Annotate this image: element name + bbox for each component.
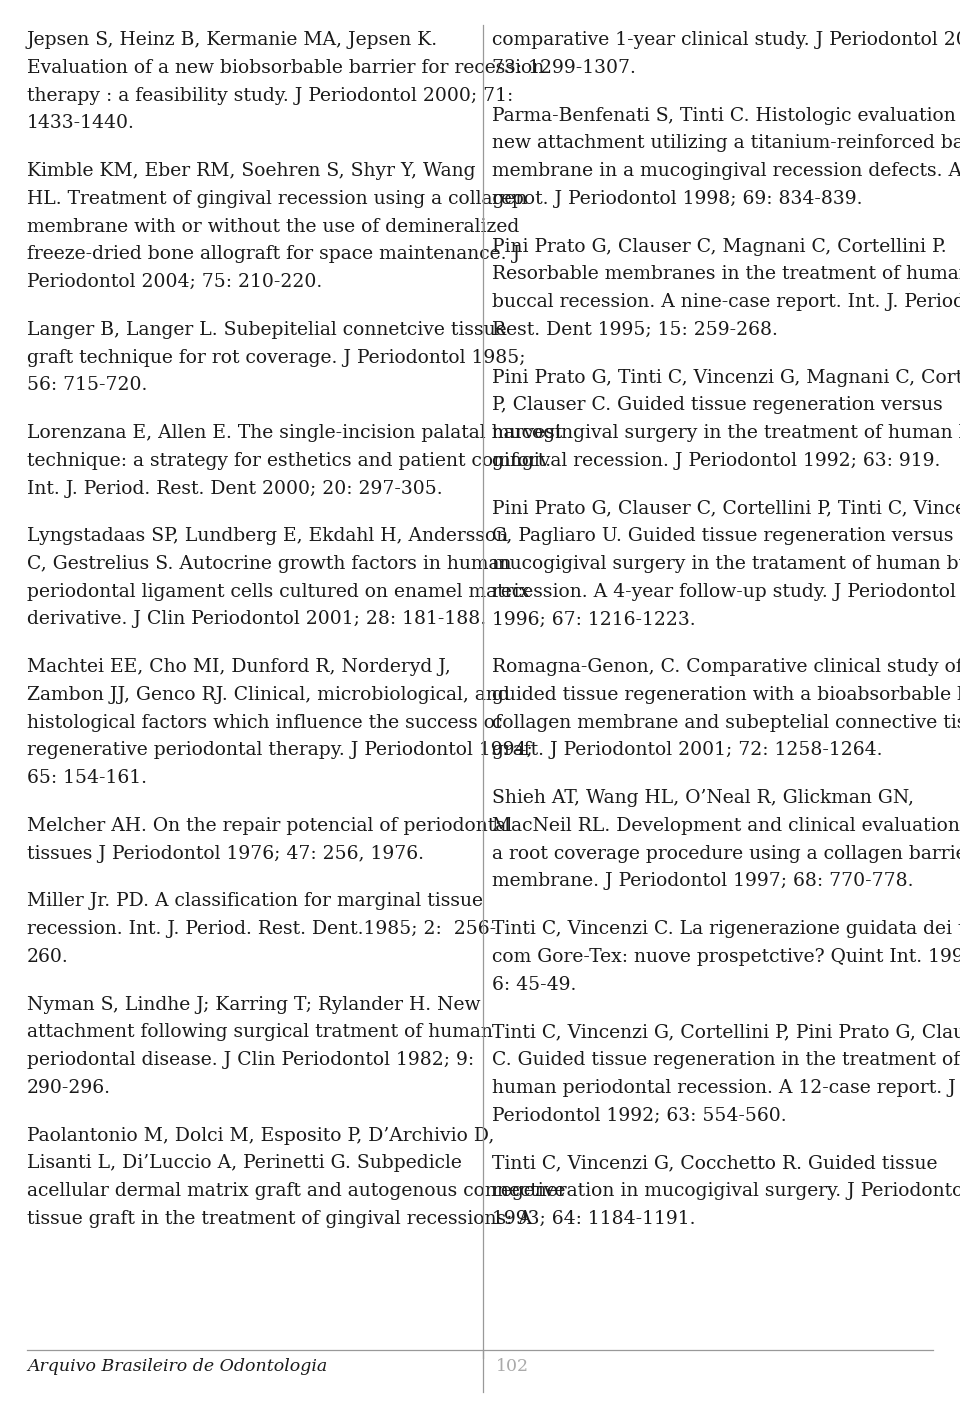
Text: periodontal ligament cells cultured on enamel matrix: periodontal ligament cells cultured on e… <box>27 583 530 600</box>
Text: comparative 1-year clinical study. J Periodontol 2002;: comparative 1-year clinical study. J Per… <box>492 31 960 49</box>
Text: guided tissue regeneration with a bioabsorbable bilayer: guided tissue regeneration with a bioabs… <box>492 686 960 705</box>
Text: G, Pagliaro U. Guided tissue regeneration versus: G, Pagliaro U. Guided tissue regeneratio… <box>492 527 953 545</box>
Text: freeze-dried bone allograft for space maintenance. J: freeze-dried bone allograft for space ma… <box>27 246 520 263</box>
Text: recession. Int. J. Period. Rest. Dent.1985; 2:  256-: recession. Int. J. Period. Rest. Dent.19… <box>27 921 496 938</box>
Text: regeneration in mucogigival surgery. J Periodontol: regeneration in mucogigival surgery. J P… <box>492 1182 960 1200</box>
Text: Kimble KM, Eber RM, Soehren S, Shyr Y, Wang: Kimble KM, Eber RM, Soehren S, Shyr Y, W… <box>27 162 475 181</box>
Text: 1433-1440.: 1433-1440. <box>27 114 134 133</box>
Text: Shieh AT, Wang HL, O’Neal R, Glickman GN,: Shieh AT, Wang HL, O’Neal R, Glickman GN… <box>492 789 914 808</box>
Text: repot. J Periodontol 1998; 69: 834-839.: repot. J Periodontol 1998; 69: 834-839. <box>492 189 862 208</box>
Text: Lisanti L, Di’Luccio A, Perinetti G. Subpedicle: Lisanti L, Di’Luccio A, Perinetti G. Sub… <box>27 1155 462 1172</box>
Text: new attachment utilizing a titanium-reinforced barrier: new attachment utilizing a titanium-rein… <box>492 134 960 152</box>
Text: recession. A 4-year follow-up study. J Periodontol: recession. A 4-year follow-up study. J P… <box>492 583 955 600</box>
Text: 1996; 67: 1216-1223.: 1996; 67: 1216-1223. <box>492 610 695 628</box>
Text: Lyngstadaas SP, Lundberg E, Ekdahl H, Andersson: Lyngstadaas SP, Lundberg E, Ekdahl H, An… <box>27 527 508 545</box>
Text: histological factors which influence the success of: histological factors which influence the… <box>27 713 502 731</box>
Text: membrane in a mucogingival recession defects. A case: membrane in a mucogingival recession def… <box>492 162 960 181</box>
Text: mucogigival surgery in the tratament of human buccal: mucogigival surgery in the tratament of … <box>492 555 960 573</box>
Text: com Gore-Tex: nuove prospetctive? Quint Int. 1990;: com Gore-Tex: nuove prospetctive? Quint … <box>492 947 960 966</box>
Text: Romagna-Genon, C. Comparative clinical study of: Romagna-Genon, C. Comparative clinical s… <box>492 658 960 676</box>
Text: Pini Prato G, Clauser C, Cortellini P, Tinti C, Vincenzi: Pini Prato G, Clauser C, Cortellini P, T… <box>492 500 960 517</box>
Text: Jepsen S, Heinz B, Kermanie MA, Jepsen K.: Jepsen S, Heinz B, Kermanie MA, Jepsen K… <box>27 31 438 49</box>
Text: human periodontal recession. A 12-case report. J: human periodontal recession. A 12-case r… <box>492 1079 955 1097</box>
Text: 1993; 64: 1184-1191.: 1993; 64: 1184-1191. <box>492 1210 695 1228</box>
Text: graft technique for rot coverage. J Periodontol 1985;: graft technique for rot coverage. J Peri… <box>27 349 525 367</box>
Text: C, Gestrelius S. Autocrine growth factors in human: C, Gestrelius S. Autocrine growth factor… <box>27 555 512 573</box>
Text: Tinti C, Vincenzi G, Cocchetto R. Guided tissue: Tinti C, Vincenzi G, Cocchetto R. Guided… <box>492 1155 937 1172</box>
Text: periodontal disease. J Clin Periodontol 1982; 9:: periodontal disease. J Clin Periodontol … <box>27 1051 474 1069</box>
Text: MacNeil RL. Development and clinical evaluation of: MacNeil RL. Development and clinical eva… <box>492 818 960 834</box>
Text: Periodontol 1992; 63: 554-560.: Periodontol 1992; 63: 554-560. <box>492 1107 786 1124</box>
Text: membrane with or without the use of demineralized: membrane with or without the use of demi… <box>27 217 519 236</box>
Text: regenerative periodontal therapy. J Periodontol 1994;: regenerative periodontal therapy. J Peri… <box>27 741 533 760</box>
Text: gingival recession. J Periodontol 1992; 63: 919.: gingival recession. J Periodontol 1992; … <box>492 452 940 470</box>
Text: C. Guided tissue regeneration in the treatment of: C. Guided tissue regeneration in the tre… <box>492 1051 960 1069</box>
Text: Tinti C, Vincenzi G, Cortellini P, Pini Prato G, Clauser: Tinti C, Vincenzi G, Cortellini P, Pini … <box>492 1024 960 1042</box>
Text: Evaluation of a new biobsorbable barrier for recession: Evaluation of a new biobsorbable barrier… <box>27 59 544 76</box>
Text: collagen membrane and subeptelial connective tissue: collagen membrane and subeptelial connec… <box>492 713 960 731</box>
Text: Parma-Benfenati S, Tinti C. Histologic evaluation of: Parma-Benfenati S, Tinti C. Histologic e… <box>492 106 960 124</box>
Text: Lorenzana E, Allen E. The single-incision palatal harvest: Lorenzana E, Allen E. The single-incisio… <box>27 424 563 442</box>
Text: Langer B, Langer L. Subepitelial connetcive tissue: Langer B, Langer L. Subepitelial connetc… <box>27 321 507 339</box>
Text: acellular dermal matrix graft and autogenous connective: acellular dermal matrix graft and autoge… <box>27 1182 565 1200</box>
Text: membrane. J Periodontol 1997; 68: 770-778.: membrane. J Periodontol 1997; 68: 770-77… <box>492 873 913 891</box>
Text: Machtei EE, Cho MI, Dunford R, Norderyd J,: Machtei EE, Cho MI, Dunford R, Norderyd … <box>27 658 450 676</box>
Text: graft. J Periodontol 2001; 72: 1258-1264.: graft. J Periodontol 2001; 72: 1258-1264… <box>492 741 882 760</box>
Text: 73: 1299-1307.: 73: 1299-1307. <box>492 59 636 76</box>
Text: 102: 102 <box>496 1358 530 1375</box>
Text: P, Clauser C. Guided tissue regeneration versus: P, Clauser C. Guided tissue regeneration… <box>492 397 943 414</box>
Text: Melcher AH. On the repair potencial of periodontal: Melcher AH. On the repair potencial of p… <box>27 818 512 834</box>
Text: Paolantonio M, Dolci M, Esposito P, D’Archivio D,: Paolantonio M, Dolci M, Esposito P, D’Ar… <box>27 1127 494 1145</box>
Text: 65: 154-161.: 65: 154-161. <box>27 770 147 788</box>
Text: derivative. J Clin Periodontol 2001; 28: 181-188.: derivative. J Clin Periodontol 2001; 28:… <box>27 610 486 628</box>
Text: tissue graft in the treatment of gingival recessions: A: tissue graft in the treatment of gingiva… <box>27 1210 532 1228</box>
Text: HL. Treatment of gingival recession using a collagen: HL. Treatment of gingival recession usin… <box>27 189 527 208</box>
Text: therapy : a feasibility study. J Periodontol 2000; 71:: therapy : a feasibility study. J Periodo… <box>27 86 514 104</box>
Text: technique: a strategy for esthetics and patient comfort.: technique: a strategy for esthetics and … <box>27 452 551 470</box>
Text: 260.: 260. <box>27 947 68 966</box>
Text: 290-296.: 290-296. <box>27 1079 110 1097</box>
Text: Pini Prato G, Clauser C, Magnani C, Cortellini P.: Pini Prato G, Clauser C, Magnani C, Cort… <box>492 237 947 256</box>
Text: Periodontol 2004; 75: 210-220.: Periodontol 2004; 75: 210-220. <box>27 273 323 291</box>
Text: a root coverage procedure using a collagen barrier: a root coverage procedure using a collag… <box>492 844 960 863</box>
Text: mucogingival surgery in the treatment of human buccal: mucogingival surgery in the treatment of… <box>492 424 960 442</box>
Text: tissues J Periodontol 1976; 47: 256, 1976.: tissues J Periodontol 1976; 47: 256, 197… <box>27 844 424 863</box>
Text: Arquivo Brasileiro de Odontologia: Arquivo Brasileiro de Odontologia <box>27 1358 327 1375</box>
Text: Nyman S, Lindhe J; Karring T; Rylander H. New: Nyman S, Lindhe J; Karring T; Rylander H… <box>27 995 480 1014</box>
Text: 56: 715-720.: 56: 715-720. <box>27 376 147 394</box>
Text: Zambon JJ, Genco RJ. Clinical, microbiological, and: Zambon JJ, Genco RJ. Clinical, microbiol… <box>27 686 510 705</box>
Text: attachment following surgical tratment of human: attachment following surgical tratment o… <box>27 1024 492 1042</box>
Text: Int. J. Period. Rest. Dent 2000; 20: 297-305.: Int. J. Period. Rest. Dent 2000; 20: 297… <box>27 480 443 497</box>
Text: Tinti C, Vincenzi C. La rigenerazione guidata dei tessuti: Tinti C, Vincenzi C. La rigenerazione gu… <box>492 921 960 938</box>
Text: Rest. Dent 1995; 15: 259-268.: Rest. Dent 1995; 15: 259-268. <box>492 321 778 339</box>
Text: Miller Jr. PD. A classification for marginal tissue: Miller Jr. PD. A classification for marg… <box>27 892 483 911</box>
Text: Resorbable membranes in the treatment of human: Resorbable membranes in the treatment of… <box>492 265 960 284</box>
Text: Pini Prato G, Tinti C, Vincenzi G, Magnani C, Cortellini: Pini Prato G, Tinti C, Vincenzi G, Magna… <box>492 369 960 387</box>
Text: 6: 45-49.: 6: 45-49. <box>492 976 576 994</box>
Text: buccal recession. A nine-case report. Int. J. Period.: buccal recession. A nine-case report. In… <box>492 294 960 311</box>
